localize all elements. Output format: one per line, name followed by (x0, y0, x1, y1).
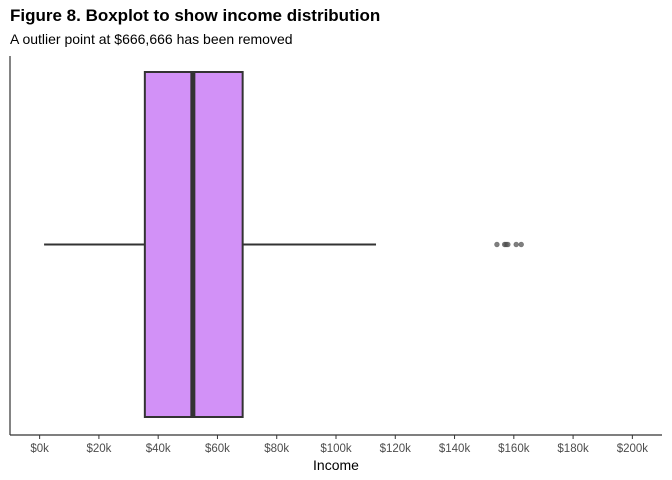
x-tick-label: $80k (264, 443, 289, 455)
x-tick-label: $140k (439, 443, 471, 455)
x-tick-label: $180k (557, 443, 589, 455)
outlier-point (494, 241, 500, 248)
x-tick-label: $20k (86, 443, 111, 455)
plot-marks (44, 71, 524, 418)
x-tick-label: $60k (205, 443, 230, 455)
outlier-point (513, 241, 519, 248)
x-axis-ticks: $0k $20k $40k $60k $80k $100k $120k $140k $160k $… (30, 435, 648, 455)
x-tick-label: $0k (30, 443, 49, 455)
x-tick-label: $120k (380, 443, 412, 455)
outlier-point (505, 241, 511, 248)
x-tick-label: $100k (320, 443, 352, 455)
x-tick-label: $200k (617, 443, 649, 455)
outlier-point (518, 241, 524, 248)
x-tick-label: $160k (498, 443, 530, 455)
x-axis-title: Income (313, 457, 359, 473)
chart-subtitle: A outlier point at $666,666 has been rem… (10, 31, 293, 47)
chart-title: Figure 8. Boxplot to show income distrib… (10, 6, 381, 25)
x-tick-label: $40k (146, 443, 171, 455)
